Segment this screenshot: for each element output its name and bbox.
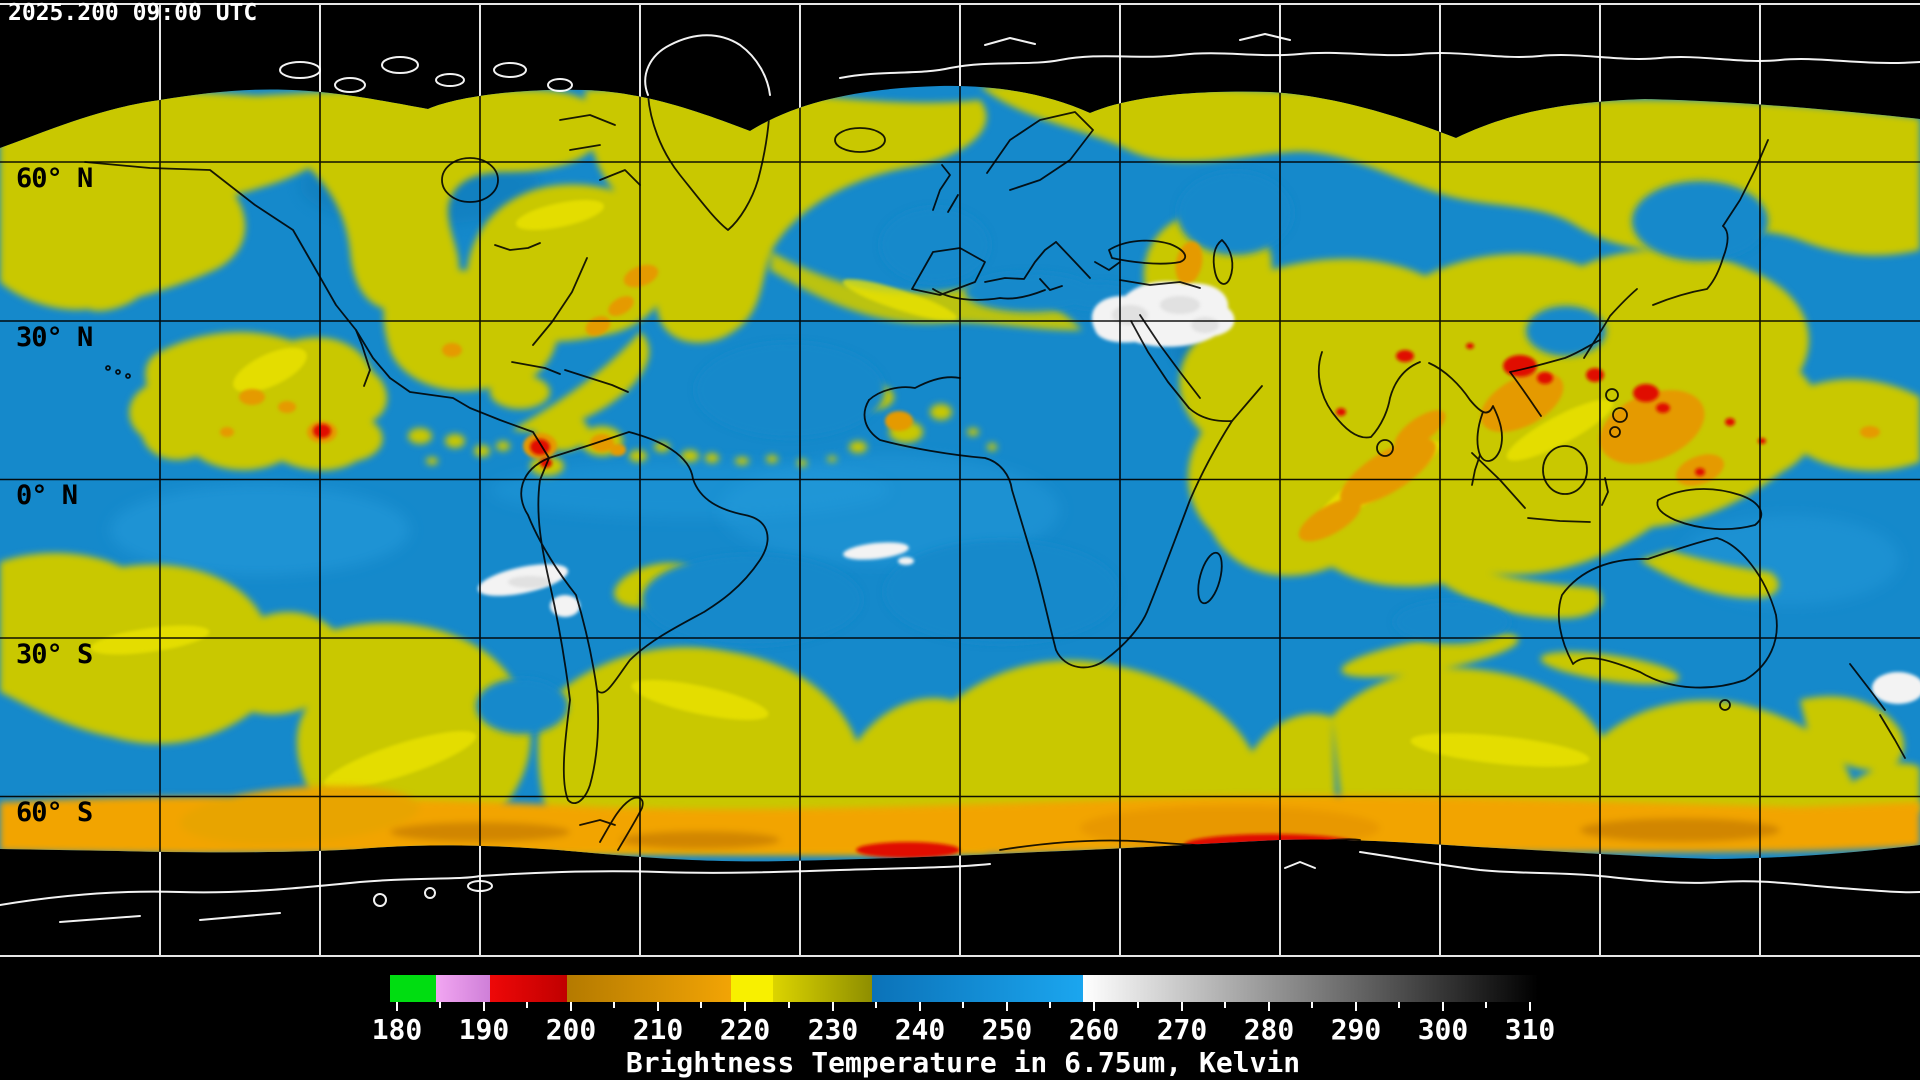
colorbar-tick-190: 190 [458, 1013, 510, 1046]
lat-label-30n: 30° N [16, 322, 93, 353]
lat-label-0n: 0° N [16, 480, 78, 511]
colorbar-tick-220: 220 [719, 1013, 771, 1046]
colorbar-tick-200: 200 [545, 1013, 597, 1046]
colorbar-tick-230: 230 [807, 1013, 859, 1046]
colorbar-tick-240: 240 [894, 1013, 946, 1046]
colorbar-tick-290: 290 [1330, 1013, 1382, 1046]
timestamp-label: 2025.200 09:00 UTC [8, 0, 258, 26]
colorbar-caption: Brightness Temperature in 6.75um, Kelvin [625, 1046, 1301, 1079]
colorbar-tick-250: 250 [981, 1013, 1033, 1046]
coastlines-on-space [0, 33, 1920, 923]
colorbar-tick-210: 210 [632, 1013, 684, 1046]
colorbar-seg-red [490, 975, 567, 1002]
colorbar-seg-green [390, 975, 436, 1002]
lat-label-60n: 60° N [16, 163, 93, 194]
colorbar [390, 975, 1538, 1011]
colorbar-seg-yellow [731, 975, 773, 1002]
blue-gaps [476, 171, 1768, 734]
colorbar-seg-gray [1083, 975, 1538, 1002]
white-patch-shading [508, 296, 1219, 588]
cloud-accents-orange [220, 241, 1880, 542]
colorbar-seg-violet [436, 975, 490, 1002]
colorbar-tick-270: 270 [1156, 1013, 1208, 1046]
colorbar-tick-260: 260 [1068, 1013, 1120, 1046]
coastlines-on-map [84, 94, 1906, 851]
colorbar-ticks [396, 1002, 1531, 1011]
colorbar-tick-310: 310 [1504, 1013, 1556, 1046]
colorbar-seg-blue [872, 975, 1083, 1002]
colorbar-tick-300: 300 [1417, 1013, 1469, 1046]
colorbar-tick-180: 180 [371, 1013, 423, 1046]
colorbar-seg-orange [567, 975, 731, 1002]
lat-label-60s: 60° S [16, 797, 93, 828]
lat-label-30s: 30° S [16, 639, 93, 670]
colorbar-tick-280: 280 [1243, 1013, 1295, 1046]
colorbar-seg-olive [773, 975, 872, 1002]
